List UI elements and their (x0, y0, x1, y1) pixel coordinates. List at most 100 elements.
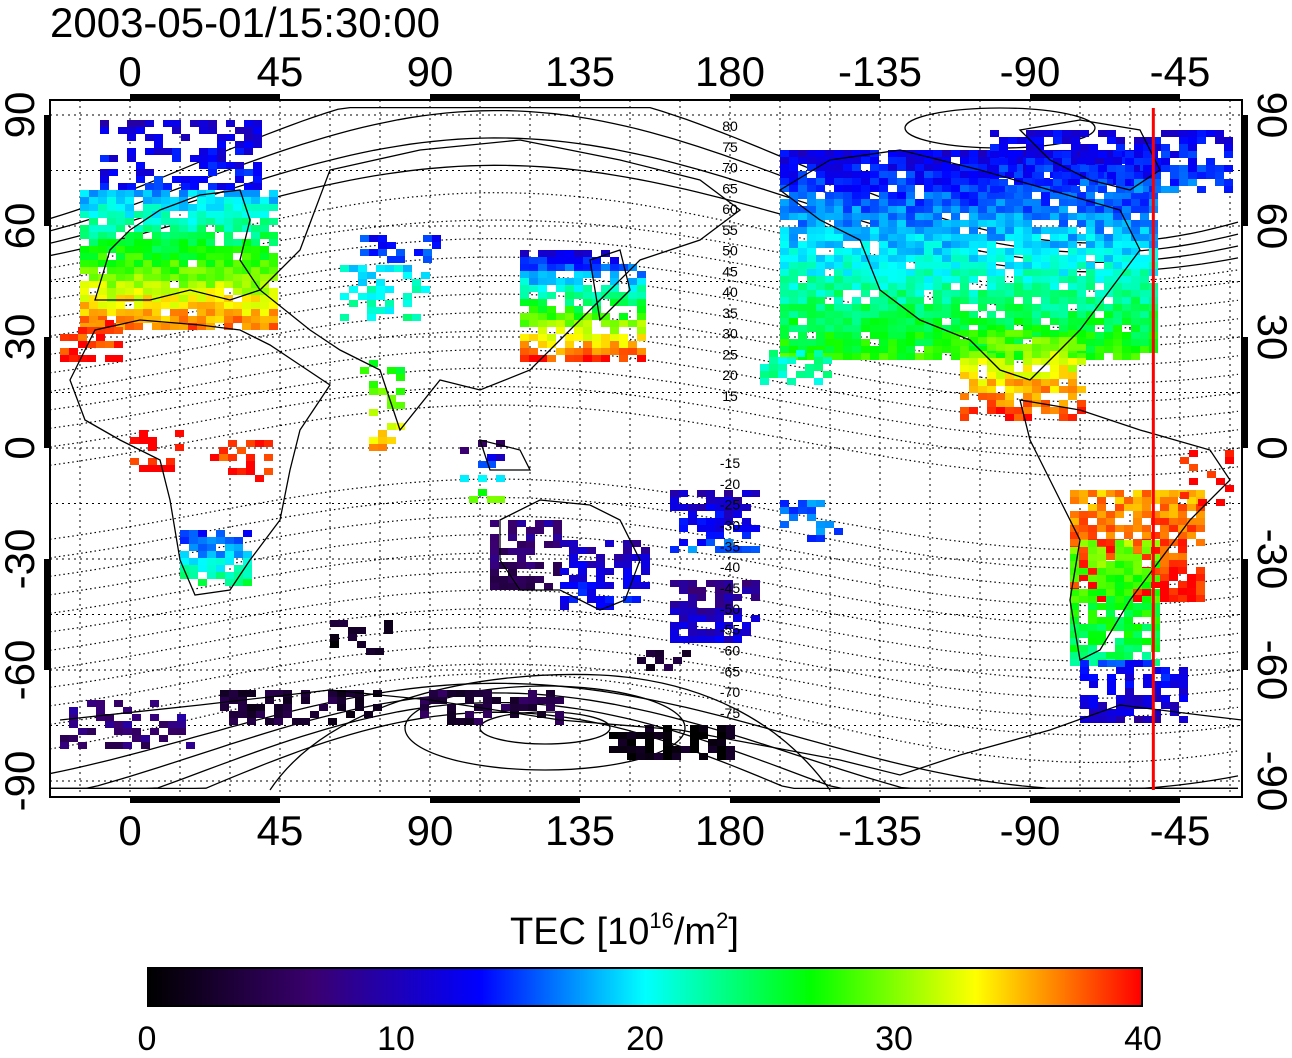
tec-cell (1095, 220, 1104, 227)
tec-cell (376, 293, 385, 300)
tec-cell (1068, 297, 1077, 304)
tec-cell (244, 127, 253, 134)
tec-cell (816, 535, 825, 542)
tec-cell (1077, 297, 1086, 304)
tec-cell (1070, 596, 1079, 603)
tec-cell (807, 339, 816, 346)
tec-cell (1041, 332, 1050, 339)
tec-cell (924, 262, 933, 269)
tec-cell (852, 283, 861, 290)
tec-cell (715, 525, 724, 532)
tec-cell (1106, 553, 1115, 560)
tec-cell (207, 551, 216, 558)
tec-cell (1160, 574, 1169, 581)
tec-cell (225, 579, 234, 586)
tec-cell (623, 582, 632, 589)
tec-cell (951, 304, 960, 311)
tec-cell (574, 264, 583, 271)
tec-cell (1142, 624, 1151, 631)
tec-cell (888, 304, 897, 311)
tec-cell (987, 227, 996, 234)
tec-cell (1104, 220, 1113, 227)
tec-cell (760, 364, 769, 371)
tec-cell (143, 239, 152, 246)
tec-cell (1142, 568, 1151, 575)
tec-cell (834, 185, 843, 192)
tec-cell (578, 568, 587, 575)
tec-cell (1124, 645, 1133, 652)
tec-cell (996, 297, 1005, 304)
tec-cell (197, 316, 206, 323)
tec-cell (942, 255, 951, 262)
tec-cell (798, 150, 807, 157)
frame-bar (44, 115, 50, 226)
tec-cell (1068, 414, 1077, 421)
tec-cell (1179, 179, 1188, 186)
tec-cell (98, 260, 107, 267)
tec-cell (1113, 332, 1122, 339)
tec-cell (798, 311, 807, 318)
tec-cell (242, 225, 251, 232)
tec-cell (179, 204, 188, 211)
tec-cell (235, 127, 244, 134)
tec-cell (742, 532, 751, 539)
tec-cell (852, 157, 861, 164)
tec-cell (1005, 351, 1014, 358)
tec-cell (80, 295, 89, 302)
tec-cell (134, 246, 143, 253)
tec-cell (229, 711, 238, 718)
tec-cell (170, 218, 179, 225)
tec-cell (1196, 567, 1205, 574)
tec-cell (1050, 255, 1059, 262)
tec-cell (339, 620, 348, 627)
tec-cell (978, 290, 987, 297)
tec-cell (143, 190, 152, 197)
tec-cell (715, 587, 724, 594)
tec-cell (708, 746, 717, 753)
tec-cell (960, 171, 969, 178)
tec-cell (98, 253, 107, 260)
tec-cell (915, 241, 924, 248)
tec-cell (143, 302, 152, 309)
tec-cell (1122, 311, 1131, 318)
tec-cell (742, 580, 751, 587)
tec-cell (724, 546, 733, 553)
tec-cell (1140, 255, 1149, 262)
tec-cell (852, 262, 861, 269)
tec-cell (906, 255, 915, 262)
tec-cell (107, 260, 116, 267)
tec-cell (1104, 213, 1113, 220)
tec-cell (456, 690, 465, 697)
tec-cell (1086, 199, 1095, 206)
tec-cell (688, 594, 697, 601)
tec-cell (789, 311, 798, 318)
tec-cell (610, 278, 619, 285)
tec-cell (378, 249, 387, 256)
tec-cell (547, 306, 556, 313)
tec-cell (260, 309, 269, 316)
tec-cell (924, 283, 933, 290)
tec-cell (1023, 318, 1032, 325)
tec-cell (960, 290, 969, 297)
tec-cell (1023, 386, 1032, 393)
tec-cell (1140, 269, 1149, 276)
tec-cell (116, 295, 125, 302)
tec-cell (1179, 130, 1188, 137)
tec-cell (780, 311, 789, 318)
tec-cell (636, 753, 645, 760)
tec-cell (1107, 172, 1116, 179)
tec-cell (1059, 325, 1068, 332)
tec-cell (251, 211, 260, 218)
tec-cell (726, 753, 735, 760)
tec-cell (1014, 206, 1023, 213)
tec-cell (610, 271, 619, 278)
tec-cell (60, 742, 69, 749)
tec-cell (1070, 561, 1079, 568)
tec-cell (780, 339, 789, 346)
tec-cell (870, 255, 879, 262)
tec-cell (933, 234, 942, 241)
tec-cell (798, 192, 807, 199)
tec-cell (1059, 276, 1068, 283)
tec-cell (1124, 624, 1133, 631)
tec-cell (978, 351, 987, 358)
